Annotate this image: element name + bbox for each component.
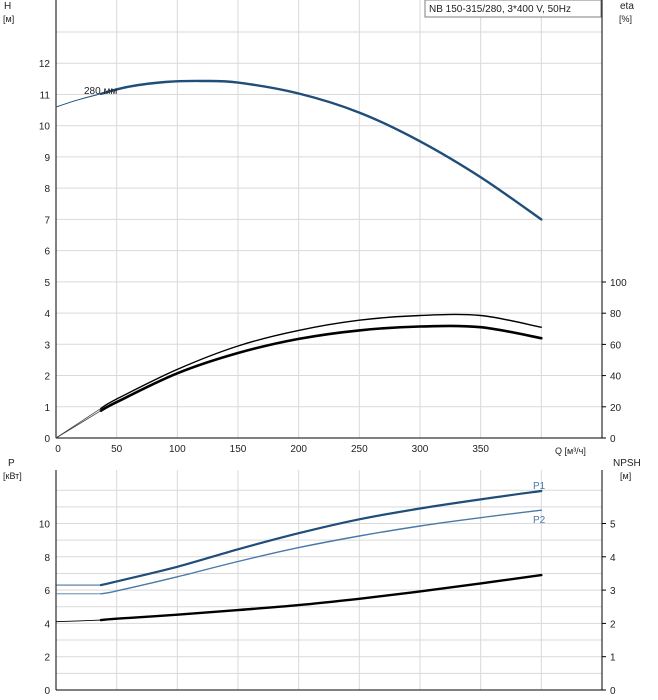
chart-title: NB 150-315/280, 3*400 V, 50Hz xyxy=(429,4,571,15)
tick-label-q: 150 xyxy=(230,444,247,455)
series-lines xyxy=(55,79,543,623)
series-top-eta-b-lead xyxy=(55,410,102,439)
tick-label-eta: 40 xyxy=(610,372,622,383)
series-bottom-npsh-lead xyxy=(55,619,101,623)
tick-label-h: 8 xyxy=(44,184,50,195)
series-top-eta-a xyxy=(100,313,542,410)
tick-label-h: 1 xyxy=(44,403,50,414)
tick-label-p: 8 xyxy=(44,553,50,564)
tick-label-npsh: 0 xyxy=(610,686,616,697)
tick-label-eta: 100 xyxy=(610,278,627,289)
tick-label-q: 300 xyxy=(412,444,429,455)
axes xyxy=(55,0,606,691)
tick-label-eta: 0 xyxy=(610,434,616,445)
series-top-head-thin xyxy=(55,93,102,108)
tick-label-npsh: 4 xyxy=(610,553,616,564)
title-box xyxy=(424,0,602,18)
curve-label-280: 280 мм xyxy=(84,86,117,97)
top-grid xyxy=(56,0,603,438)
tick-label-p: 10 xyxy=(39,520,51,531)
tick-label-h: 2 xyxy=(44,372,50,383)
tick-label-eta: 80 xyxy=(610,309,622,320)
series-label-p1: P1 xyxy=(533,481,546,492)
tick-label-q: 0 xyxy=(55,444,61,455)
left-axis-bottom-unit: [кВт] xyxy=(3,471,22,481)
tick-label-h: 4 xyxy=(44,309,50,320)
tick-label-h: 0 xyxy=(44,434,50,445)
right-axis-top-unit: [%] xyxy=(619,14,632,24)
tick-label-h: 12 xyxy=(39,59,51,70)
right-axis-top-label: eta xyxy=(620,1,634,12)
series-bottom-npsh xyxy=(99,573,543,622)
tick-label-q: 250 xyxy=(351,444,368,455)
series-top-head xyxy=(99,79,543,221)
right-axis-bottom-label: NPSH xyxy=(613,458,641,469)
tick-label-q: 100 xyxy=(169,444,186,455)
right-axis-bottom-unit: [м] xyxy=(620,471,631,481)
tick-label-npsh: 1 xyxy=(610,653,616,664)
tick-label-eta: 60 xyxy=(610,340,622,351)
tick-label-npsh: 5 xyxy=(610,520,616,531)
tick-label-q: 350 xyxy=(472,444,489,455)
tick-label-q: 200 xyxy=(290,444,307,455)
tick-label-eta: 20 xyxy=(610,403,622,414)
tick-label-q: 50 xyxy=(111,444,123,455)
x-axis-label: Q [м³/ч] xyxy=(555,446,586,456)
series-bottom-p1 xyxy=(99,489,543,587)
left-axis-top-unit: [м] xyxy=(3,14,14,24)
series-label-p2: P2 xyxy=(533,515,546,526)
tick-label-h: 5 xyxy=(44,278,50,289)
tick-label-p: 4 xyxy=(44,619,50,630)
series-bottom-p2 xyxy=(100,509,542,595)
tick-label-npsh: 2 xyxy=(610,619,616,630)
tick-label-h: 10 xyxy=(39,122,51,133)
tick-label-h: 6 xyxy=(44,247,50,258)
tick-label-h: 3 xyxy=(44,340,50,351)
tick-label-npsh: 3 xyxy=(610,586,616,597)
series-top-eta-b xyxy=(99,324,543,412)
left-axis-bottom-label: P xyxy=(8,458,15,469)
tick-label-p: 2 xyxy=(44,653,50,664)
tick-label-p: 0 xyxy=(44,686,50,697)
tick-label-h: 11 xyxy=(40,90,51,101)
tick-label-p: 6 xyxy=(44,586,50,597)
tick-label-h: 7 xyxy=(44,215,50,226)
left-axis-top-label: H xyxy=(4,1,11,12)
bottom-grid xyxy=(56,470,603,690)
tick-label-h: 9 xyxy=(44,153,50,164)
